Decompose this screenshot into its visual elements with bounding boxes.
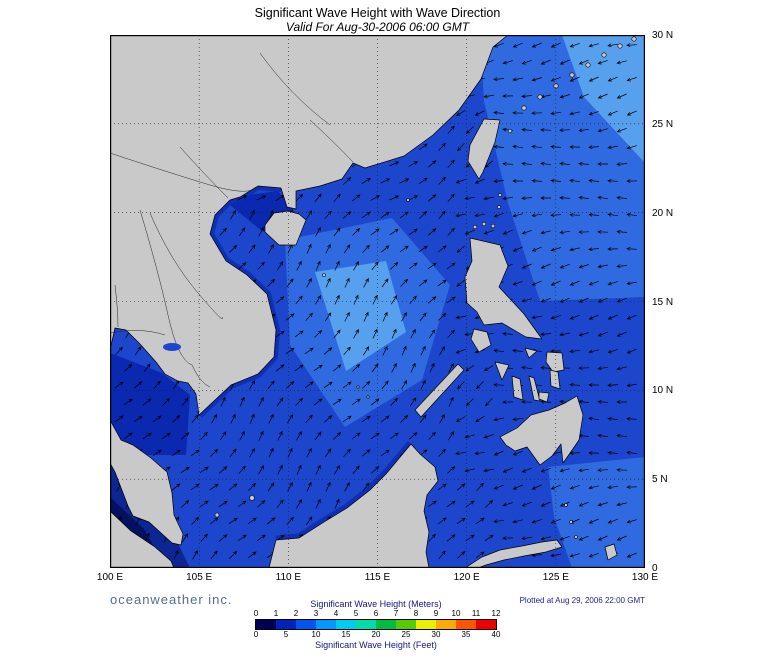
lat-tick-label: 15 N	[652, 296, 674, 308]
legend-tick-feet: 15	[341, 630, 351, 639]
legend-ticks-feet: 0 5 10 15 20 25 30 35 40	[254, 630, 501, 640]
legend-tick-feet: 0	[253, 630, 259, 639]
legend-tick-feet: 30	[431, 630, 441, 639]
lon-tick-label: 130 E	[631, 572, 659, 583]
legend-color-segment	[296, 620, 316, 629]
legend-color-segment	[316, 620, 336, 629]
legend-tick-meters: 9	[433, 609, 439, 618]
land-mainland-asia	[109, 34, 509, 416]
page-title: Significant Wave Height with Wave Direct…	[254, 6, 501, 20]
legend-tick-meters: 7	[393, 609, 399, 618]
legend-tick-meters: 4	[333, 609, 339, 618]
legend-color-segment	[436, 620, 456, 629]
lon-tick-label: 125 E	[542, 572, 569, 583]
legend-color-segment	[356, 620, 376, 629]
land-panay	[494, 361, 510, 381]
land-hainan	[264, 210, 307, 246]
legend-tick-meters: 3	[313, 609, 319, 618]
legend-color-segment	[476, 620, 496, 629]
tonle-sap-lake	[163, 343, 181, 351]
map-container	[109, 34, 645, 569]
graticule	[110, 35, 645, 568]
oceanweather-logo-text: oceanweather inc.	[110, 592, 233, 607]
land-samar	[545, 351, 565, 373]
land-sulawesi	[464, 539, 563, 569]
map-border	[110, 35, 645, 568]
lat-tick-label: 25 N	[652, 118, 674, 130]
legend-tick-meters: 1	[273, 609, 279, 618]
small-islands	[214, 36, 637, 539]
legend-ticks-meters: 0 1 2 3 4 5 6 7 8 9 10 11 12	[254, 609, 501, 619]
legend-color-segment	[376, 620, 396, 629]
lon-tick-label: 110 E	[275, 572, 302, 583]
plotted-timestamp: Plotted at Aug 29, 2006 22:00 GMT	[519, 596, 645, 605]
legend-color-segment	[456, 620, 476, 629]
land-cebu	[528, 375, 541, 402]
legend-tick-meters: 6	[373, 609, 379, 618]
valid-time-subtitle: Valid For Aug-30-2006 06:00 GMT	[285, 20, 470, 34]
legend-tick-feet: 25	[401, 630, 411, 639]
legend-tick-meters: 2	[293, 609, 299, 618]
legend-bar	[255, 619, 497, 630]
lat-tick-label: 0	[652, 563, 658, 574]
land-taiwan	[467, 118, 501, 180]
legend-color-segment	[256, 620, 276, 629]
land-masses	[109, 34, 637, 569]
lat-tick-label: 20 N	[652, 207, 674, 219]
land-bohol	[538, 391, 550, 403]
land-negros	[511, 375, 524, 401]
legend-tick-meters: 10	[451, 609, 461, 618]
map-svg	[109, 34, 645, 569]
lat-tick-label: 5 N	[652, 474, 668, 486]
legend-tick-meters: 8	[413, 609, 419, 618]
legend-tick-feet: 40	[491, 630, 501, 639]
lat-tick-label: 30 N	[652, 30, 674, 41]
legend-color-segment	[416, 620, 436, 629]
legend-color-segment	[336, 620, 356, 629]
lon-tick-label: 115 E	[364, 572, 391, 583]
legend-tick-meters: 11	[471, 609, 481, 618]
land-halmahera	[604, 543, 618, 561]
legend-color-segment	[396, 620, 416, 629]
lat-tick-label: 10 N	[652, 385, 674, 397]
legend-tick-feet: 20	[371, 630, 381, 639]
land-luzon	[464, 237, 543, 340]
lon-tick-label: 100 E	[96, 572, 124, 583]
land-malay-peninsula	[109, 419, 184, 546]
legend-title-feet: Significant Wave Height (Feet)	[315, 640, 437, 650]
legend-tick-meters: 5	[353, 609, 359, 618]
lon-tick-label: 105 E	[186, 572, 213, 583]
legend-title-meters: Significant Wave Height (Meters)	[310, 599, 442, 609]
legend-tick-feet: 35	[461, 630, 471, 639]
land-mindoro	[470, 328, 492, 353]
land-mindanao	[499, 395, 584, 466]
legend-color-segment	[276, 620, 296, 629]
land-leyte	[549, 369, 561, 390]
legend-tick-feet: 10	[311, 630, 321, 639]
legend-tick-meters: 0	[253, 609, 259, 618]
legend-tick-feet: 5	[283, 630, 289, 639]
lon-tick-label: 120 E	[453, 572, 480, 583]
legend-tick-meters: 12	[491, 609, 501, 618]
land-palawan	[414, 363, 465, 418]
land-detail-lines	[109, 52, 354, 388]
land-borneo	[268, 443, 439, 569]
land-masbate	[524, 347, 538, 359]
